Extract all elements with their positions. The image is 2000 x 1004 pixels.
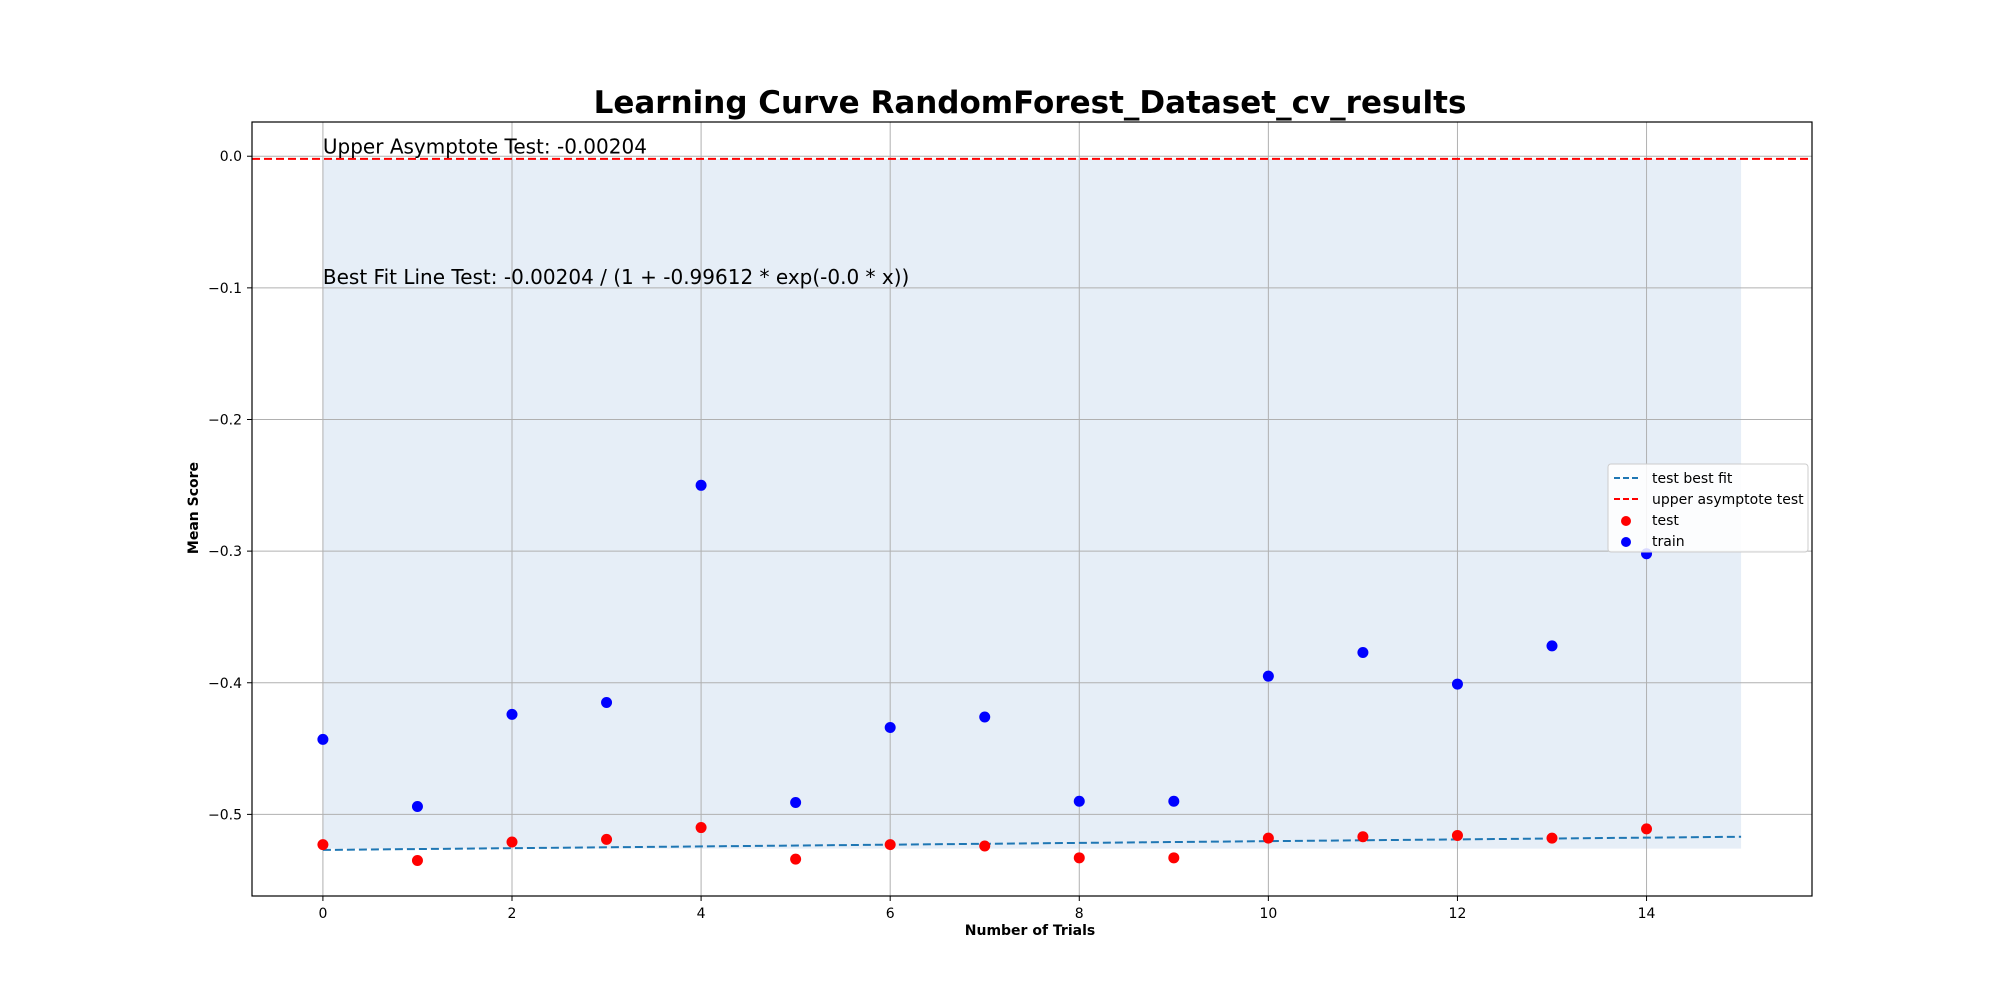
train-point bbox=[601, 697, 613, 708]
annotation-text: Upper Asymptote Test: -0.00204 bbox=[323, 135, 647, 159]
x-tick-label: 8 bbox=[1075, 906, 1084, 922]
legend-label: upper asymptote test bbox=[1652, 492, 1804, 508]
y-axis-label: Mean Score bbox=[186, 462, 202, 554]
x-tick-label: 4 bbox=[697, 906, 706, 922]
legend-label: train bbox=[1652, 534, 1685, 550]
train-point bbox=[790, 797, 802, 809]
y-tick-label: 0.0 bbox=[220, 149, 242, 165]
train-point bbox=[884, 722, 896, 734]
test-point bbox=[695, 822, 707, 834]
legend-box bbox=[1607, 463, 1809, 553]
test-point bbox=[411, 854, 423, 866]
train-point bbox=[1546, 640, 1558, 652]
shaded-region bbox=[322, 158, 1742, 849]
test-point bbox=[790, 853, 802, 865]
train-point bbox=[411, 800, 423, 812]
train-point bbox=[1451, 678, 1463, 690]
y-tick-label: −0.3 bbox=[208, 544, 242, 560]
train-point bbox=[317, 733, 329, 745]
plot-frame bbox=[251, 121, 1813, 897]
legend-label: test bbox=[1652, 513, 1679, 529]
x-tick-label: 12 bbox=[1449, 906, 1467, 922]
y-tick-label: −0.1 bbox=[208, 281, 242, 297]
x-tick-label: 2 bbox=[508, 906, 517, 922]
y-tick-label: −0.2 bbox=[208, 412, 242, 428]
legend-marker bbox=[1621, 516, 1631, 526]
test-point bbox=[1168, 852, 1180, 864]
train-point bbox=[1168, 795, 1180, 807]
chart-title: Learning Curve RandomForest_Dataset_cv_r… bbox=[594, 85, 1467, 121]
train-point bbox=[1357, 646, 1369, 658]
annotation-text: Best Fit Line Test: -0.00204 / (1 + -0.9… bbox=[323, 265, 909, 289]
train-point bbox=[506, 708, 518, 720]
test-point bbox=[1357, 831, 1369, 843]
x-tick-label: 6 bbox=[886, 906, 895, 922]
train-point bbox=[1073, 795, 1085, 807]
legend-label: test best fit bbox=[1652, 471, 1733, 487]
x-tick-label: 14 bbox=[1638, 906, 1656, 922]
test-point bbox=[1451, 829, 1463, 841]
train-point bbox=[695, 479, 707, 491]
test-point bbox=[884, 839, 896, 851]
x-tick-label: 0 bbox=[318, 906, 327, 922]
test-point bbox=[506, 836, 518, 848]
best-fit-line bbox=[322, 835, 1742, 851]
train-point bbox=[1262, 670, 1274, 682]
test-point bbox=[317, 839, 329, 851]
test-point bbox=[979, 840, 991, 852]
test-point bbox=[1262, 832, 1274, 844]
test-point bbox=[1073, 852, 1085, 864]
test-point bbox=[601, 833, 613, 845]
y-tick-label: −0.5 bbox=[208, 807, 242, 823]
legend-marker bbox=[1621, 537, 1631, 547]
x-tick-label: 10 bbox=[1259, 906, 1277, 922]
y-tick-label: −0.4 bbox=[208, 676, 242, 692]
x-axis-label: Number of Trials bbox=[965, 923, 1095, 939]
test-point bbox=[1641, 823, 1653, 835]
test-point bbox=[1546, 832, 1558, 844]
train-point bbox=[979, 711, 991, 723]
